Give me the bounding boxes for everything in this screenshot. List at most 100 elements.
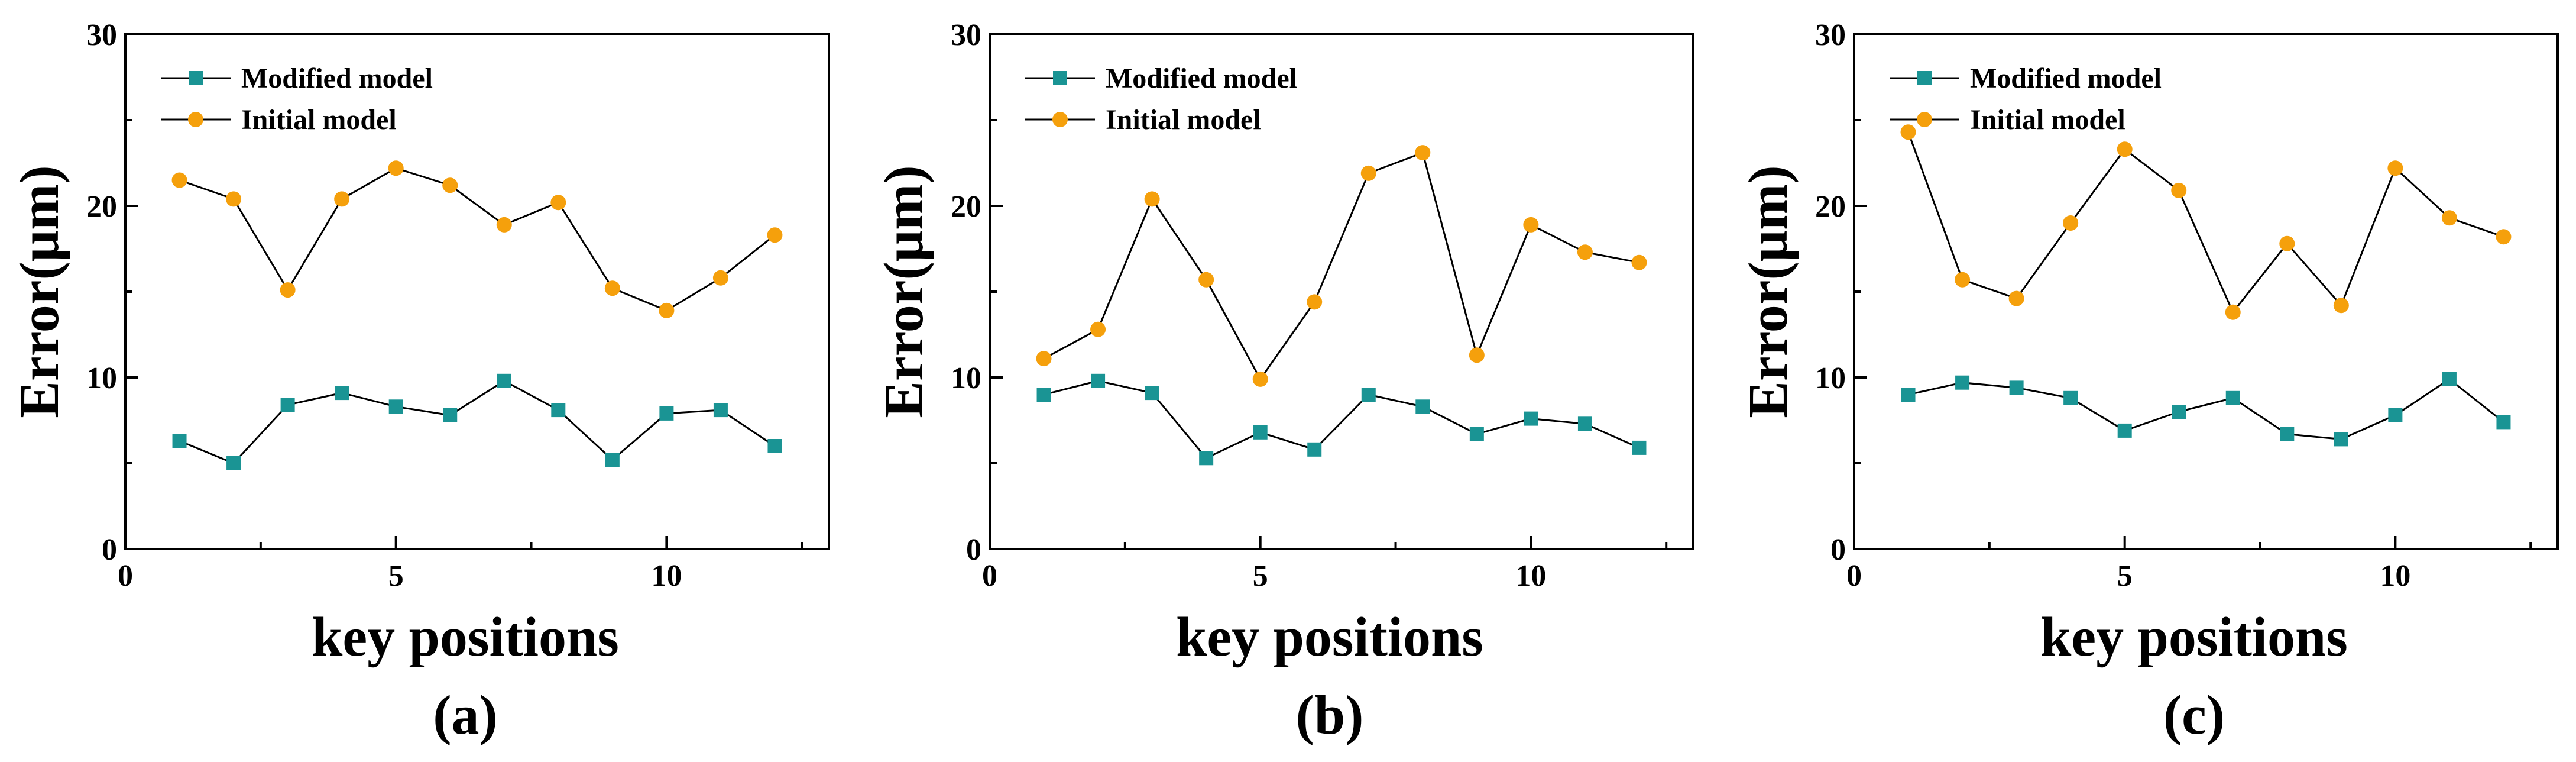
x-axis-label: key positions <box>312 606 619 668</box>
data-point-modified <box>2496 415 2511 430</box>
plot-frame <box>989 33 1694 550</box>
y-tick-label: 0 <box>966 533 981 567</box>
legend-label-initial: Initial model <box>1970 104 2125 135</box>
data-point-modified <box>2280 427 2295 441</box>
data-point-modified <box>2388 408 2403 422</box>
x-tick-label: 5 <box>2117 559 2133 593</box>
series-line-modified <box>1908 378 2504 440</box>
x-tick-label: 10 <box>651 559 682 593</box>
y-axis-label: Error(μm) <box>873 165 935 418</box>
panel-label: (c) <box>2163 684 2225 746</box>
data-point-initial <box>1090 321 1106 337</box>
data-point-initial <box>1631 254 1647 270</box>
data-point-modified <box>1577 416 1592 431</box>
data-point-modified <box>2334 432 2348 447</box>
data-point-initial <box>2496 229 2512 245</box>
data-point-initial <box>1307 294 1323 310</box>
data-point-modified <box>1091 373 1106 388</box>
data-point-modified <box>605 453 620 467</box>
x-axis-label: key positions <box>2040 606 2348 668</box>
y-tick-label: 20 <box>86 190 117 224</box>
data-point-initial <box>1360 165 1376 181</box>
data-point-modified <box>659 406 674 421</box>
data-point-modified <box>767 439 782 453</box>
data-point-initial <box>1900 124 1916 140</box>
data-point-initial <box>2441 210 2457 226</box>
data-point-initial <box>2063 215 2079 231</box>
series-line-initial <box>179 167 776 312</box>
legend-marker-modified <box>1053 71 1067 85</box>
data-point-modified <box>335 386 349 401</box>
chart-b: 0 5 10 0 10 20 30 key positions Error(μm) (b) Modi… <box>873 18 1694 746</box>
y-tick-label: 20 <box>1815 190 1846 224</box>
data-point-modified <box>2172 405 2186 419</box>
x-tick-label: 5 <box>388 559 404 593</box>
data-point-initial <box>659 302 675 318</box>
data-point-initial <box>334 191 350 207</box>
x-tick-label: 0 <box>1846 559 1862 593</box>
data-point-modified <box>1415 399 1430 414</box>
data-point-initial <box>1144 191 1160 207</box>
legend-marker-modified <box>189 71 203 85</box>
data-point-modified <box>2063 390 2078 405</box>
data-point-modified <box>1469 427 1484 441</box>
data-point-modified <box>280 398 295 412</box>
data-point-initial <box>2171 182 2187 198</box>
y-tick-label: 30 <box>86 18 117 52</box>
data-point-modified <box>713 403 728 418</box>
x-axis-label: key positions <box>1176 606 1483 668</box>
y-tick-label: 10 <box>951 361 981 395</box>
data-point-initial <box>496 217 512 233</box>
x-tick-label: 10 <box>1515 559 1546 593</box>
data-point-modified <box>1036 388 1051 402</box>
data-point-modified <box>2442 372 2457 386</box>
data-point-initial <box>1198 272 1214 288</box>
y-tick-label: 10 <box>86 361 117 395</box>
data-point-modified <box>1955 375 1970 390</box>
y-axis-label: Error(μm) <box>1738 165 1799 418</box>
legend-label-modified: Modified model <box>1970 63 2162 94</box>
data-point-initial <box>1577 244 1593 260</box>
data-point-modified <box>1307 442 1322 457</box>
data-point-initial <box>2225 304 2241 320</box>
plot-frame <box>124 33 830 550</box>
plot-frame <box>1853 33 2559 550</box>
y-tick-label: 30 <box>951 18 981 52</box>
data-point-modified <box>2009 380 2024 395</box>
data-point-initial <box>226 191 242 207</box>
series-line-modified <box>179 380 776 464</box>
x-tick-label: 0 <box>118 559 133 593</box>
legend-marker-initial <box>188 112 203 127</box>
series-line-modified <box>1044 380 1640 460</box>
data-point-initial <box>550 195 566 211</box>
series-line-initial <box>1907 131 2504 314</box>
x-tick-label: 10 <box>2380 559 2410 593</box>
data-point-initial <box>442 177 458 193</box>
chart-panel-a: 0 5 10 0 10 20 30 key positions Error(μm) (a) Modi… <box>0 0 858 762</box>
data-point-modified <box>1632 440 1647 455</box>
legend-label-initial: Initial model <box>241 104 397 135</box>
panel-label: (b) <box>1296 684 1364 746</box>
legend-marker-initial <box>1052 112 1068 127</box>
data-point-initial <box>1036 351 1052 367</box>
legend-label-modified: Modified model <box>241 63 433 94</box>
data-point-modified <box>551 403 566 418</box>
data-point-modified <box>443 408 458 422</box>
panel-label: (a) <box>433 684 498 746</box>
legend-label-initial: Initial model <box>1106 104 1261 135</box>
data-point-initial <box>1523 217 1539 233</box>
data-point-modified <box>1361 388 1376 402</box>
data-point-initial <box>2387 160 2403 176</box>
data-point-initial <box>2008 290 2024 306</box>
y-tick-label: 0 <box>102 533 117 567</box>
x-tick-label: 5 <box>1253 559 1268 593</box>
y-tick-label: 20 <box>951 190 981 224</box>
data-point-modified <box>226 456 241 470</box>
legend-marker-modified <box>1917 71 1932 85</box>
chart-panel-c: 0 5 10 0 10 20 30 key positions Error(μm) (c) Modi… <box>1729 0 2576 762</box>
chart-a: 0 5 10 0 10 20 30 key positions Error(μm) (a) Modi… <box>9 18 830 746</box>
legend-marker-initial <box>1917 112 1932 127</box>
x-tick-label: 0 <box>982 559 997 593</box>
data-point-initial <box>1955 272 1971 288</box>
series-line-initial <box>1043 151 1639 381</box>
